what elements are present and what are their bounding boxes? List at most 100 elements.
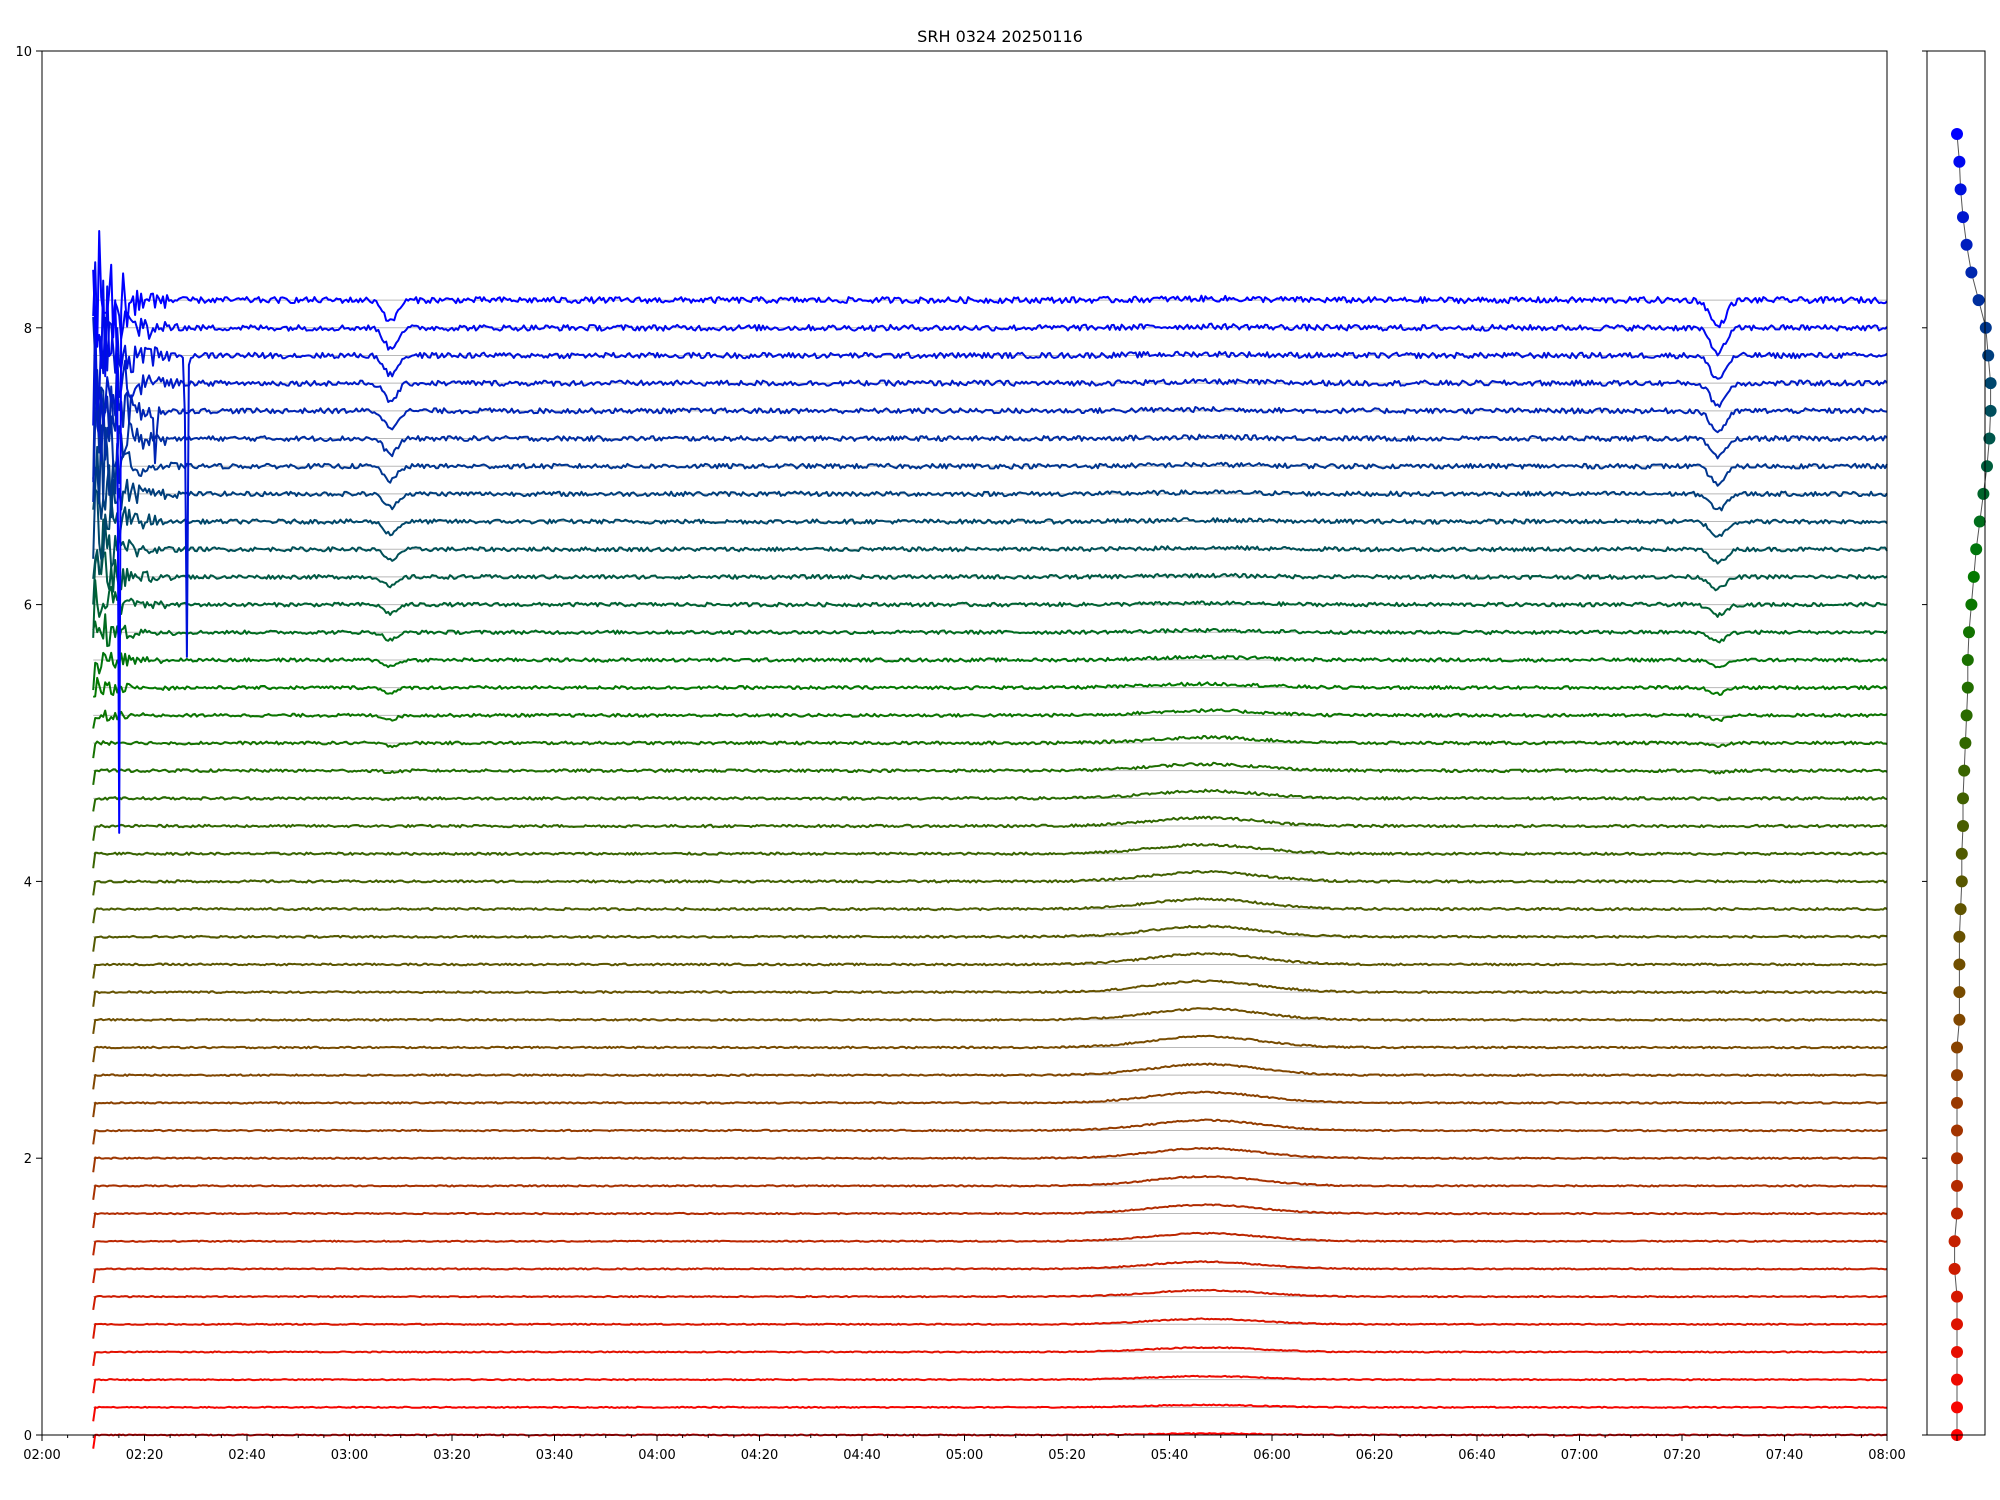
side-point [1981, 460, 1993, 473]
series-line-17 [92, 951, 1887, 979]
side-point [1958, 764, 1971, 777]
series-line-30 [92, 579, 1888, 638]
side-point [1957, 211, 1969, 224]
x-tick-label: 07:00 [1561, 1448, 1598, 1463]
side-point [1965, 266, 1978, 279]
series-line-27 [93, 676, 1888, 698]
series-line-18 [92, 924, 1888, 952]
series-line-22 [92, 815, 1888, 841]
x-tick-label: 06:40 [1458, 1448, 1495, 1463]
series-line-21 [92, 842, 1888, 869]
side-point [1955, 847, 1968, 860]
x-tick-label: 08:00 [1868, 1448, 1905, 1463]
side-point [1982, 349, 1995, 362]
series-line-16 [92, 979, 1888, 1007]
x-tick-label: 05:40 [1151, 1448, 1188, 1463]
series-line-7 [92, 1231, 1888, 1256]
y-tick-label: 2 [24, 1152, 32, 1167]
side-plot [1922, 50, 1997, 1441]
side-point [1953, 155, 1966, 168]
side-point [1961, 681, 1974, 694]
series-line-31 [92, 551, 1888, 605]
series-line-4 [92, 1317, 1888, 1339]
series-line-33 [92, 488, 1888, 561]
x-tick-label: 04:20 [741, 1448, 778, 1463]
side-point [1951, 128, 1963, 141]
x-tick-label: 03:20 [433, 1448, 470, 1463]
x-tick-label: 02:00 [23, 1448, 60, 1463]
side-point [1948, 1235, 1961, 1248]
side-point [1955, 875, 1968, 888]
series-line-40 [92, 261, 1888, 378]
y-tick-label: 10 [15, 45, 32, 60]
x-tick-label: 05:00 [946, 1448, 983, 1463]
side-point [1970, 543, 1983, 556]
side-point [1953, 1013, 1966, 1026]
y-tick-label: 6 [24, 599, 32, 614]
main-plot: 02:00 02:20 02:40 03:00 03:20 03:40 04:00 04:20… [15, 45, 1905, 1463]
series-line-13 [92, 1062, 1888, 1090]
side-point [1951, 1318, 1963, 1331]
side-point [1984, 377, 1997, 390]
side-point [1965, 598, 1978, 611]
y-tick-label: 0 [24, 1429, 32, 1444]
series-line-14 [92, 1034, 1888, 1063]
series-line-24 [92, 761, 1888, 786]
side-point [1951, 1152, 1963, 1165]
side-point [1957, 792, 1969, 805]
chart-title: SRH 0324 20250116 [917, 27, 1083, 46]
x-tick-label: 04:40 [843, 1448, 880, 1463]
x-tick-label: 04:00 [638, 1448, 675, 1463]
x-tick-label: 03:00 [331, 1448, 368, 1463]
series-line-36 [92, 386, 1888, 503]
side-point [1951, 1373, 1963, 1386]
series-line-39 [92, 313, 1888, 658]
side-point [1951, 1207, 1963, 1220]
series-line-9 [92, 1175, 1888, 1200]
side-point [1961, 653, 1974, 666]
side-point [1963, 626, 1975, 639]
series-line-10 [92, 1146, 1888, 1173]
x-tick-label: 07:20 [1663, 1448, 1700, 1463]
series-line-35 [92, 424, 1888, 505]
x-tick-label: 06:00 [1253, 1448, 1290, 1463]
side-point [1951, 1069, 1963, 1082]
side-point [1951, 1179, 1963, 1192]
side-point [1951, 1041, 1963, 1054]
side-point [1951, 1124, 1963, 1137]
side-point [1951, 1345, 1963, 1358]
side-point [1967, 570, 1980, 583]
series-line-32 [92, 518, 1888, 579]
series-line-8 [92, 1203, 1888, 1229]
series-line-5 [92, 1288, 1888, 1311]
side-point [1984, 404, 1997, 417]
series-line-28 [92, 651, 1888, 691]
x-tick-label: 07:40 [1766, 1448, 1803, 1463]
side-point [1960, 709, 1973, 722]
side-point [1953, 986, 1966, 999]
x-tick-label: 06:20 [1356, 1448, 1393, 1463]
series-line-38 [92, 316, 1888, 438]
side-point [1953, 958, 1966, 971]
side-point [1960, 238, 1973, 251]
series-line-26 [92, 708, 1888, 729]
series-line-23 [92, 788, 1888, 812]
series-line-34 [92, 445, 1888, 559]
x-tick-label: 02:20 [126, 1448, 163, 1463]
x-tick-label: 03:40 [536, 1448, 573, 1463]
series-line-37 [92, 367, 1888, 483]
side-point [1951, 1401, 1963, 1414]
series-line-25 [92, 735, 1888, 759]
series-line-15 [92, 1007, 1888, 1035]
side-point [1954, 903, 1967, 916]
series-line-19 [92, 897, 1888, 924]
y-tick-label: 8 [24, 322, 32, 337]
side-point [1977, 487, 1990, 500]
side-point [1957, 820, 1969, 833]
series-line-20 [92, 870, 1888, 896]
side-point [1954, 183, 1967, 196]
side-point [1948, 1262, 1961, 1275]
side-point [1953, 930, 1966, 943]
series-line-12 [92, 1090, 1888, 1118]
series-line-11 [92, 1118, 1888, 1145]
